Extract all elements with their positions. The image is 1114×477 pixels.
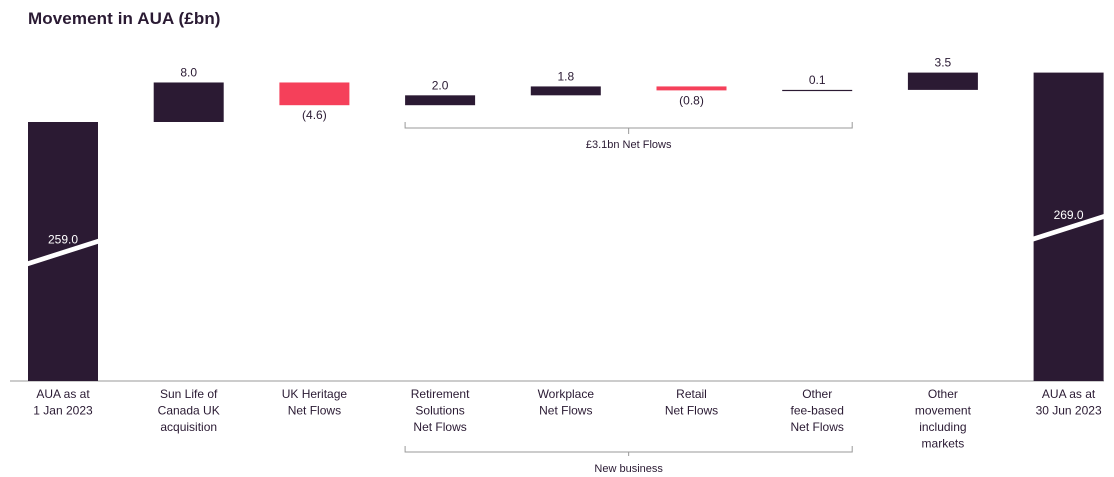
value-label-0: 259.0 [48,233,78,247]
category-label-4: Workplace Net Flows [538,387,595,418]
value-label-2: (4.6) [302,108,327,122]
bar-4 [530,86,601,96]
net-flows-bracket [404,122,853,129]
value-label-3: 2.0 [432,78,449,92]
axis-break-mark-0 [27,238,99,267]
value-label-7: 3.5 [935,56,952,70]
category-label-0: AUA as at 1 Jan 2023 [33,387,93,418]
category-label-2: UK Heritage Net Flows [282,387,348,418]
new-business-bracket [404,446,853,453]
chart-title: Movement in AUA (£bn) [28,9,221,28]
value-label-8: 269.0 [1054,208,1084,222]
bar-3 [405,95,476,106]
value-label-4: 1.8 [557,69,574,83]
bar-1 [153,82,224,122]
bar-7 [907,72,978,90]
category-label-8: AUA as at 30 Jun 2023 [1036,387,1102,418]
category-label-6: Other fee-based Net Flows [791,387,844,434]
value-label-6: 0.1 [809,73,826,87]
bar-6 [782,89,853,92]
value-label-1: 8.0 [180,65,197,79]
bar-2 [279,82,350,106]
new-business-label: New business [594,463,663,475]
axis-break-mark-8 [1032,213,1105,242]
category-label-3: Retirement Solutions Net Flows [411,387,470,434]
category-label-7: Other movement including markets [915,387,972,451]
bar-5 [656,86,727,91]
net-flows-label: £3.1bn Net Flows [586,139,672,151]
category-label-1: Sun Life of Canada UK acquisition [158,387,220,434]
category-label-5: Retail Net Flows [665,387,718,418]
value-label-5: (0.8) [679,93,704,107]
